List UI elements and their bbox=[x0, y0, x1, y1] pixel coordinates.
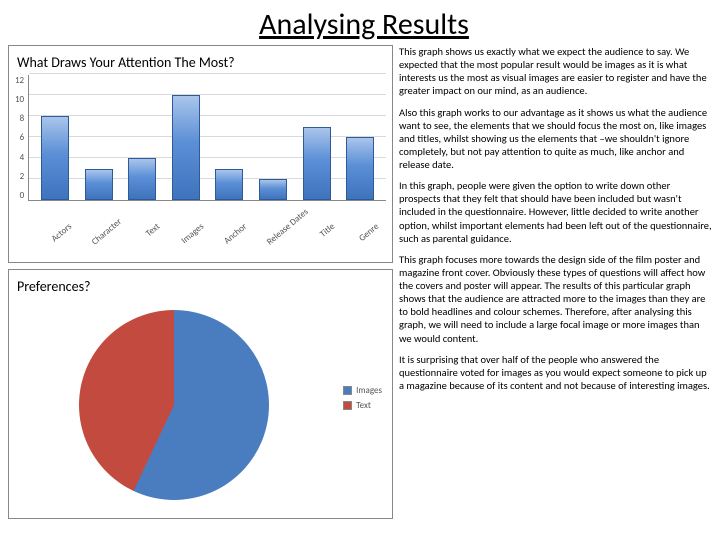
pie-chart-title: Preferences? bbox=[17, 278, 386, 295]
ytick: 10 bbox=[15, 94, 24, 105]
bar-y-axis: 12 10 8 6 4 2 0 bbox=[15, 75, 28, 201]
legend-swatch bbox=[343, 386, 352, 395]
legend-row: Images bbox=[343, 385, 382, 396]
gridline bbox=[29, 178, 386, 179]
bar bbox=[85, 169, 113, 201]
ytick: 8 bbox=[20, 113, 25, 124]
bar-chart-title: What Draws Your Attention The Most? bbox=[17, 54, 386, 71]
paragraph: In this graph, people were given the opt… bbox=[399, 179, 713, 245]
ytick: 6 bbox=[20, 132, 25, 143]
content-row: What Draws Your Attention The Most? 12 1… bbox=[0, 45, 728, 519]
legend-label: Text bbox=[356, 400, 371, 411]
paragraph: It is surprising that over half of the p… bbox=[399, 353, 713, 392]
pie-legend: Images Text bbox=[343, 385, 382, 415]
ytick: 0 bbox=[20, 190, 25, 201]
pie-wrap bbox=[79, 310, 269, 500]
gridline bbox=[29, 157, 386, 158]
left-column: What Draws Your Attention The Most? 12 1… bbox=[8, 45, 393, 519]
bar-chart: What Draws Your Attention The Most? 12 1… bbox=[8, 45, 393, 263]
bar bbox=[172, 95, 200, 200]
legend-swatch bbox=[343, 401, 352, 410]
bar-plot: 12 10 8 6 4 2 0 bbox=[15, 75, 386, 205]
page-title: Analysing Results bbox=[0, 0, 728, 45]
paragraph: Also this graph works to our advantage a… bbox=[399, 106, 713, 172]
gridline bbox=[29, 94, 386, 95]
legend-row: Text bbox=[343, 400, 382, 411]
legend-label: Images bbox=[356, 385, 382, 396]
bar-plot-area bbox=[28, 75, 386, 201]
ytick: 4 bbox=[20, 152, 25, 163]
pie-chart: Preferences? Images Text bbox=[8, 269, 393, 519]
right-column: This graph shows us exactly what we expe… bbox=[393, 45, 713, 519]
bar bbox=[303, 127, 331, 201]
bar-x-labels: ActorsCharacterTextImagesAnchorRelease D… bbox=[15, 205, 386, 259]
bar bbox=[346, 137, 374, 200]
ytick: 2 bbox=[20, 171, 25, 182]
bar bbox=[41, 116, 69, 200]
bar bbox=[259, 179, 287, 200]
ytick: 12 bbox=[15, 75, 24, 86]
paragraph: This graph focuses more towards the desi… bbox=[399, 253, 713, 345]
gridline bbox=[29, 73, 386, 74]
gridline bbox=[29, 136, 386, 137]
paragraph: This graph shows us exactly what we expe… bbox=[399, 45, 713, 98]
pie-graphic bbox=[79, 310, 269, 500]
gridline bbox=[29, 115, 386, 116]
bar bbox=[215, 169, 243, 201]
bar bbox=[128, 158, 156, 200]
